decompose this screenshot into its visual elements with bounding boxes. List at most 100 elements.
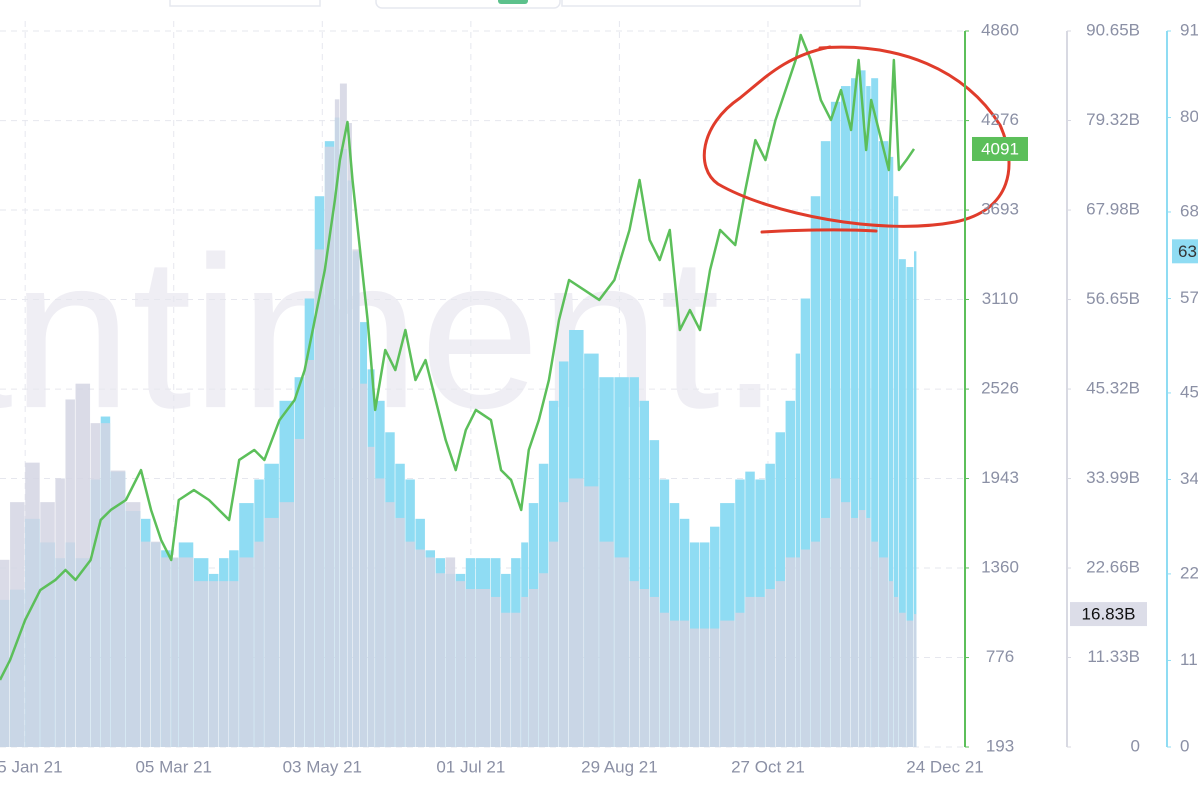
- bar: [395, 517, 405, 747]
- bar: [10, 502, 25, 747]
- bar: [629, 581, 639, 747]
- bar: [906, 267, 914, 747]
- y-tick-label: 68: [1180, 201, 1198, 220]
- bar: [898, 259, 906, 747]
- bar: [0, 559, 10, 747]
- watermark: santiment.: [0, 211, 780, 453]
- bar: [699, 628, 710, 747]
- y-tick-label: 3693: [981, 200, 1019, 219]
- hand-drawn-circle: [702, 45, 1011, 228]
- y-tick-label: 11: [1180, 650, 1198, 669]
- toolbar-tab[interactable]: [375, 0, 561, 9]
- bar: [219, 581, 229, 747]
- bar: [193, 581, 209, 747]
- bar: [475, 589, 491, 747]
- y-tick-label: 1360: [981, 557, 1019, 576]
- bar: [893, 196, 899, 747]
- bar: [208, 581, 219, 747]
- bar: [264, 517, 279, 747]
- bar: [538, 573, 549, 747]
- bar: [40, 502, 55, 747]
- bar: [858, 70, 866, 748]
- y-tick-label: 22.66B: [1086, 558, 1140, 577]
- bar: [360, 383, 368, 747]
- toolbar-fragments: [169, 0, 861, 9]
- bar: [455, 581, 466, 747]
- bar: [100, 423, 111, 747]
- bar: [294, 438, 305, 747]
- bar: [649, 596, 660, 747]
- y-tick-label: 2526: [981, 379, 1019, 398]
- bar: [871, 78, 879, 747]
- bar: [385, 502, 395, 747]
- bar: [858, 510, 866, 747]
- bar: [669, 620, 680, 747]
- x-tick-label: 01 Jul 21: [436, 757, 505, 776]
- bar: [445, 557, 456, 747]
- price-line: [0, 33, 916, 681]
- bar: [820, 517, 831, 747]
- y-tick-label: 67.98B: [1086, 200, 1140, 219]
- x-tick-label: 24 Dec 21: [906, 757, 984, 776]
- bar: [775, 581, 785, 747]
- bar: [161, 557, 171, 747]
- bar: [151, 541, 161, 747]
- y-tick-label: 4276: [981, 110, 1019, 129]
- bar: [710, 628, 720, 747]
- bar: [435, 573, 446, 747]
- y-tick-label: 1943: [981, 468, 1019, 487]
- bar: [367, 446, 375, 747]
- y-tick-label: 80: [1180, 107, 1198, 126]
- bar: [914, 251, 917, 748]
- value-badge: [972, 136, 1028, 161]
- bar: [347, 123, 352, 748]
- bar: [840, 502, 851, 747]
- bar: [689, 628, 700, 747]
- y-tick-label: 56.65B: [1086, 289, 1140, 308]
- bar: [254, 541, 264, 747]
- bar: [878, 141, 889, 748]
- bar: [888, 581, 894, 747]
- bar: [334, 99, 340, 747]
- bar: [304, 359, 315, 747]
- bar: [898, 612, 906, 747]
- bar: [830, 101, 841, 748]
- lines: [0, 33, 916, 681]
- bar: [735, 612, 745, 747]
- x-tick-label: 05 Mar 21: [135, 757, 212, 776]
- x-tick-label: 29 Aug 21: [581, 757, 658, 776]
- y-tick-label: 776: [986, 647, 1014, 666]
- annotation: [702, 45, 1011, 234]
- y-tick-label: 57: [1180, 288, 1198, 307]
- bar: [352, 249, 360, 747]
- bar: [501, 612, 511, 747]
- y-tick-label: 45.32B: [1086, 379, 1140, 398]
- value-badge-label: 63: [1178, 242, 1197, 261]
- y-tick-label: 0: [1131, 736, 1140, 755]
- y-tick-label: 90.65B: [1086, 20, 1140, 39]
- bar: [914, 614, 917, 747]
- bar: [820, 141, 831, 748]
- bar: [279, 502, 294, 747]
- bar: [558, 502, 569, 747]
- bar: [465, 589, 476, 747]
- bar: [810, 196, 821, 747]
- bar: [110, 470, 126, 747]
- bar: [800, 298, 811, 747]
- y-tick-label: 22: [1180, 563, 1198, 582]
- axes: 05 Jan 21 05 Mar 21 03 May 21 01 Jul 21 29 A…: [0, 20, 1198, 776]
- bar: [569, 478, 584, 747]
- x-tick-label: 05 Jan 21: [0, 757, 63, 776]
- bar: [375, 478, 385, 747]
- x-tick-label: 03 May 21: [283, 757, 362, 776]
- bar: [171, 557, 179, 747]
- bar: [893, 596, 899, 747]
- bar: [415, 549, 425, 747]
- bar: [659, 612, 670, 747]
- y-tick-label: 0: [1180, 736, 1189, 755]
- y-tick-label: 11.33B: [1087, 647, 1140, 666]
- bar: [629, 377, 639, 747]
- toolbar-badge[interactable]: [498, 0, 528, 4]
- bar: [785, 557, 796, 747]
- y-tick-label: 3110: [982, 289, 1019, 308]
